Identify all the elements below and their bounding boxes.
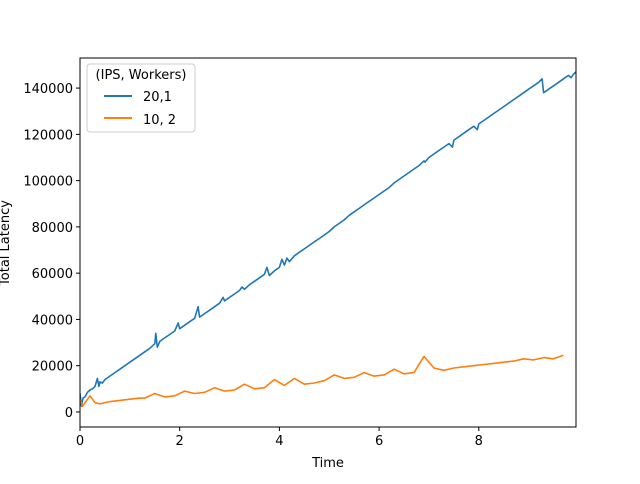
series-line-2 (80, 354, 564, 408)
legend-label-series-1: 20,1 (143, 90, 172, 105)
y-tick-label: 140000 (23, 82, 73, 97)
y-tick-label: 20000 (32, 360, 73, 375)
y-tick-label: 120000 (23, 128, 73, 143)
series-line-1 (80, 71, 576, 408)
legend: (IPS, Workers) 20,1 10, 2 (86, 63, 196, 133)
y-tick-label: 0 (65, 406, 73, 421)
legend-label-series-2: 10, 2 (143, 113, 176, 128)
y-tick-label: 60000 (32, 267, 73, 282)
y-axis-label: Total Latency (0, 200, 13, 287)
x-tick-label: 2 (176, 434, 184, 449)
x-axis-label: Time (311, 456, 344, 471)
plot-area (80, 71, 576, 408)
x-tick-label: 6 (375, 434, 383, 449)
x-tick-label: 8 (475, 434, 483, 449)
y-tick-label: 40000 (32, 313, 73, 328)
axes-frame (79, 57, 577, 428)
x-axis: 0 2 4 6 8 (76, 427, 483, 449)
x-tick-label: 0 (76, 434, 84, 449)
legend-title: (IPS, Workers) (96, 68, 187, 83)
x-tick-label: 4 (275, 434, 283, 449)
legend-box (86, 63, 196, 133)
y-tick-label: 100000 (23, 175, 73, 190)
y-axis: 0 20000 40000 60000 80000 100000 120000 140000 (23, 82, 80, 421)
y-tick-label: 80000 (32, 221, 73, 236)
